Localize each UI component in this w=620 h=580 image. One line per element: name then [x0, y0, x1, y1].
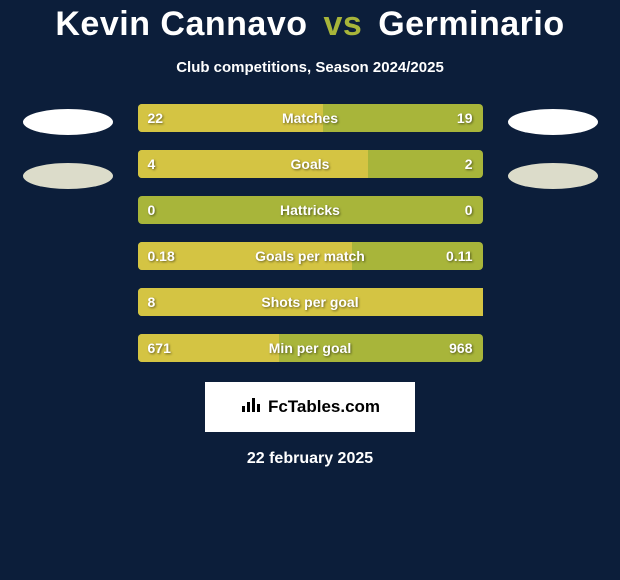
stat-bar: 22Matches19: [138, 104, 483, 132]
stat-value-right: 19: [457, 110, 473, 126]
comparison-section: 22Matches19 4Goals2 0Hattricks0 0.18Goals p…: [0, 104, 620, 362]
chart-icon: [240, 396, 262, 419]
logo-box[interactable]: FcTables.com: [205, 382, 415, 432]
stat-value-right: 0.11: [446, 248, 472, 264]
stat-bar: 0.18Goals per match0.11: [138, 242, 483, 270]
stat-label: Matches: [138, 110, 483, 126]
left-badge-1: [23, 109, 113, 135]
stat-value-right: 968: [449, 340, 472, 356]
stat-value-right: 2: [465, 156, 473, 172]
stat-bar: 4Goals2: [138, 150, 483, 178]
left-badge-2: [23, 163, 113, 189]
stat-label: Shots per goal: [138, 294, 483, 310]
player1-name: Kevin Cannavo: [55, 5, 307, 43]
subtitle: Club competitions, Season 2024/2025: [176, 59, 444, 76]
left-badges: [23, 104, 113, 217]
comparison-title: Kevin Cannavo vs Germinario: [55, 5, 564, 44]
right-badge-1: [508, 109, 598, 135]
stat-label: Min per goal: [138, 340, 483, 356]
stat-bar: 671Min per goal968: [138, 334, 483, 362]
stat-bars: 22Matches19 4Goals2 0Hattricks0 0.18Goals p…: [138, 104, 483, 362]
stat-bar: 0Hattricks0: [138, 196, 483, 224]
logo-text: FcTables.com: [268, 397, 380, 417]
stat-label: Goals: [138, 156, 483, 172]
stat-bar: 8Shots per goal: [138, 288, 483, 316]
right-badge-2: [508, 163, 598, 189]
right-badges: [508, 104, 598, 217]
stat-label: Goals per match: [138, 248, 483, 264]
stat-value-right: 0: [465, 202, 473, 218]
date-text: 22 february 2025: [247, 450, 373, 468]
vs-text: vs: [323, 5, 362, 43]
stat-label: Hattricks: [138, 202, 483, 218]
player2-name: Germinario: [378, 5, 564, 43]
